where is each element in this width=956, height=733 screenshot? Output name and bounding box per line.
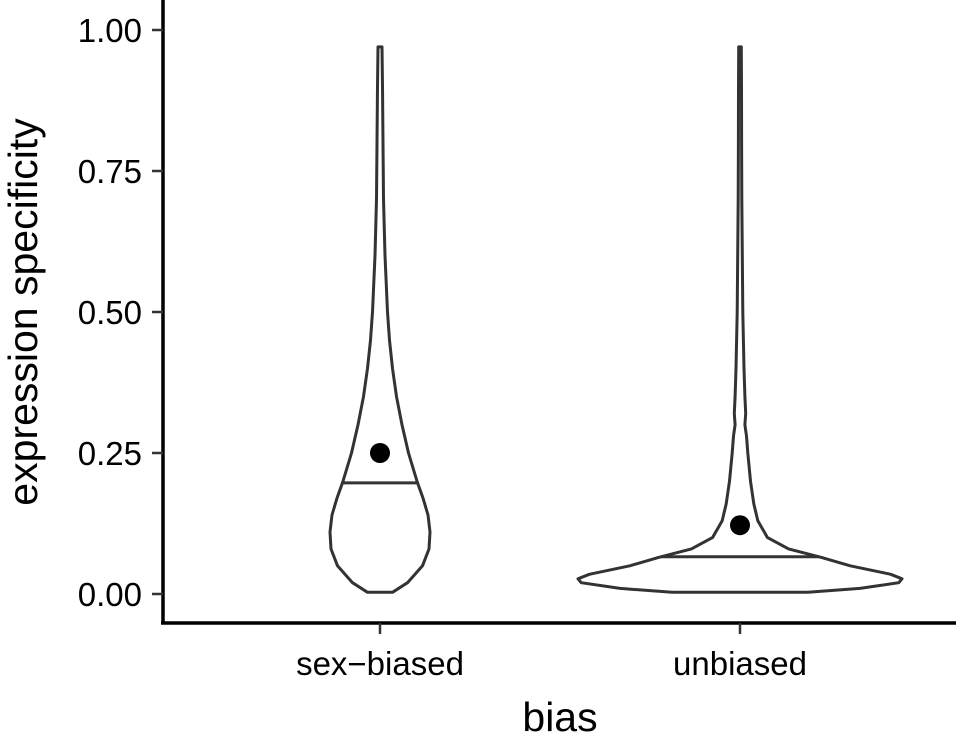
violin-sex-biased [328,45,432,594]
x-axis-ticks: sex−biased unbiased [296,623,807,682]
mean-point [730,515,750,536]
y-tick-label: 0.75 [78,153,142,190]
x-axis-title: bias [522,694,597,733]
x-tick-label: unbiased [673,645,807,682]
violin-unbiased [576,45,904,594]
x-tick-label: sex−biased [296,645,464,682]
y-tick-label: 1.00 [78,12,142,49]
y-tick-label: 0.50 [78,294,142,331]
y-tick-label: 0.00 [78,576,142,613]
y-axis-ticks: 0.00 0.25 0.50 0.75 1.00 [78,12,163,613]
mean-point [370,443,390,463]
y-tick-label: 0.25 [78,435,142,472]
y-axis-title: expression specificity [0,118,46,506]
violins-layer [328,45,904,594]
